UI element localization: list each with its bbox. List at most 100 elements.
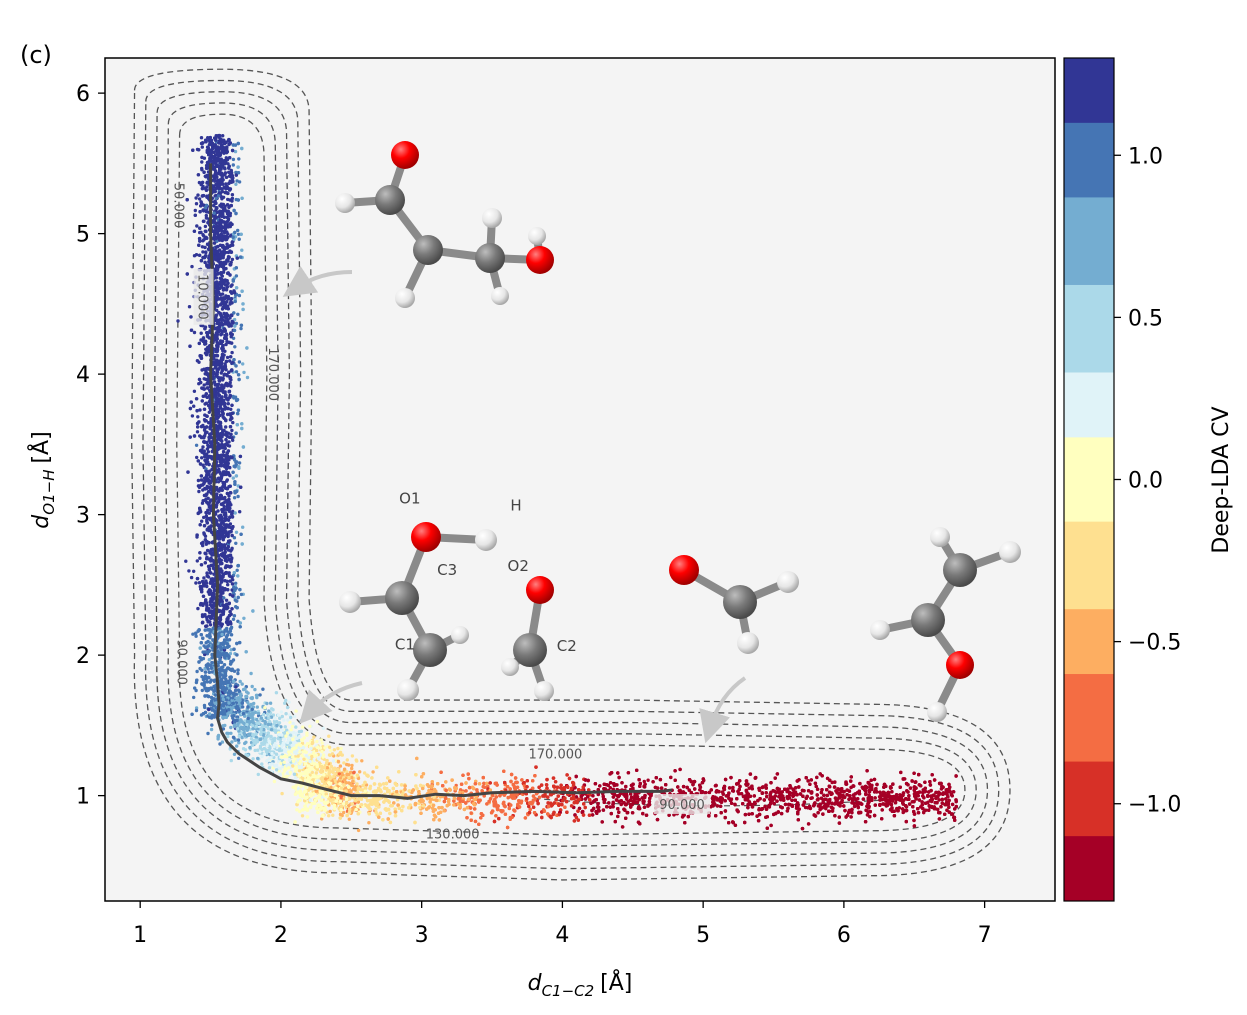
data-point xyxy=(204,229,208,234)
data-point xyxy=(226,191,230,196)
data-point xyxy=(238,255,243,259)
data-point xyxy=(205,264,210,268)
data-point xyxy=(217,626,222,630)
data-point xyxy=(204,552,208,556)
data-point xyxy=(207,160,211,164)
data-point xyxy=(230,668,234,673)
data-point xyxy=(187,569,191,573)
data-point xyxy=(200,688,204,693)
data-point xyxy=(193,213,197,217)
data-point xyxy=(202,407,207,411)
data-point xyxy=(225,374,230,378)
data-point xyxy=(230,428,234,433)
data-point xyxy=(228,592,232,597)
data-point xyxy=(220,386,224,390)
data-point xyxy=(202,683,206,687)
data-point xyxy=(204,254,208,258)
data-point xyxy=(215,522,219,526)
data-point xyxy=(214,206,219,210)
data-point xyxy=(214,236,218,241)
data-point xyxy=(198,603,203,607)
data-point xyxy=(228,375,233,380)
data-point xyxy=(231,658,236,662)
data-point xyxy=(239,485,243,489)
data-point xyxy=(219,522,223,526)
data-point xyxy=(198,523,202,527)
data-point xyxy=(205,242,210,246)
data-point xyxy=(214,412,218,416)
data-point xyxy=(225,491,230,496)
data-point xyxy=(228,465,232,470)
data-point xyxy=(227,166,231,170)
data-point xyxy=(201,336,206,340)
data-point xyxy=(218,399,222,404)
data-point xyxy=(195,559,199,563)
data-point xyxy=(197,581,202,585)
data-point xyxy=(208,623,213,627)
data-point xyxy=(204,250,208,255)
data-point xyxy=(236,668,240,672)
data-point xyxy=(204,419,208,423)
data-point xyxy=(228,425,233,429)
data-point xyxy=(217,476,221,480)
data-point xyxy=(200,160,204,164)
data-point xyxy=(223,404,227,408)
data-point xyxy=(232,669,237,673)
data-point xyxy=(251,757,255,761)
data-point xyxy=(219,362,223,367)
data-point xyxy=(198,354,202,358)
data-point xyxy=(233,149,238,154)
data-point xyxy=(229,175,234,179)
data-point xyxy=(219,332,223,337)
data-point xyxy=(224,333,229,337)
data-point xyxy=(216,164,220,168)
data-point xyxy=(222,551,227,556)
data-point xyxy=(214,196,218,200)
data-point xyxy=(220,236,224,240)
data-point xyxy=(205,628,210,632)
data-point xyxy=(241,445,246,449)
data-point xyxy=(195,533,199,537)
data-point xyxy=(189,400,193,404)
data-point xyxy=(226,461,230,466)
data-point xyxy=(206,450,211,454)
data-point xyxy=(212,602,216,606)
data-point xyxy=(186,470,190,474)
data-point xyxy=(209,442,214,446)
data-point xyxy=(199,478,204,482)
data-point xyxy=(202,367,206,371)
data-point xyxy=(199,259,204,263)
data-point xyxy=(232,647,236,651)
data-point xyxy=(222,543,227,547)
data-point xyxy=(202,428,207,432)
data-point xyxy=(220,460,224,464)
data-point xyxy=(276,713,281,717)
data-point xyxy=(222,185,226,189)
data-point xyxy=(200,585,204,589)
data-point xyxy=(207,260,211,264)
data-point xyxy=(195,669,199,674)
data-point xyxy=(203,487,208,491)
data-point xyxy=(236,141,240,146)
data-point xyxy=(234,489,239,494)
data-point xyxy=(223,518,227,523)
data-point xyxy=(223,547,227,551)
data-point xyxy=(225,246,230,250)
data-point xyxy=(239,323,244,327)
data-point xyxy=(236,408,241,412)
data-point xyxy=(191,148,195,152)
data-point xyxy=(204,469,209,474)
data-point xyxy=(207,649,212,653)
data-point xyxy=(238,640,242,645)
data-point xyxy=(229,560,233,564)
data-point xyxy=(218,243,222,247)
data-point xyxy=(236,619,240,623)
data-point xyxy=(198,226,202,230)
data-point xyxy=(214,383,219,387)
data-point xyxy=(198,646,202,650)
data-point xyxy=(229,564,233,568)
data-point xyxy=(221,538,225,542)
data-point xyxy=(204,511,209,515)
data-point xyxy=(209,435,213,439)
data-point xyxy=(238,621,242,625)
